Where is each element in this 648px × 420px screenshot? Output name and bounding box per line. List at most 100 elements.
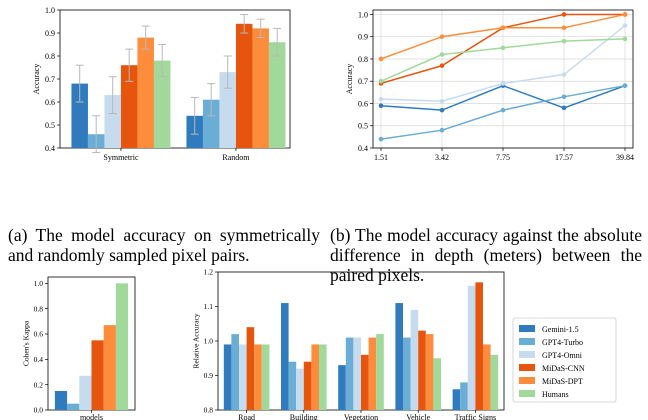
point-gemini-1-5: [561, 105, 567, 111]
tick-label-x: Building: [290, 413, 318, 420]
point-gemini-1-5: [378, 103, 384, 109]
bar-d-midas-dpt: [483, 344, 491, 410]
bar-d-gpt4-turbo: [460, 382, 468, 410]
bar-d-gpt4-turbo: [403, 337, 411, 410]
point-humans: [439, 52, 445, 57]
tick-label-y: 0.5: [45, 121, 55, 130]
point-gpt4-turbo: [561, 94, 567, 100]
bar-c-humans: [115, 283, 129, 410]
legend-swatch-midas-cnn: [519, 364, 535, 371]
bar-d-gpt4-omni: [353, 337, 361, 410]
point-gpt4-omni: [622, 23, 628, 28]
bar-a-gpt4-omni: [219, 72, 236, 148]
bar-d-gemini-1-5: [395, 303, 403, 410]
tick-label-x: Vehicle: [406, 413, 430, 420]
legend-swatch-humans: [519, 390, 535, 397]
point-humans: [561, 38, 567, 44]
bar-d-humans: [433, 358, 441, 410]
point-humans: [378, 78, 384, 84]
legend-label-humans: Humans: [542, 390, 569, 399]
point-gpt4-omni: [439, 98, 445, 104]
tick-label-y: 0.2: [34, 380, 44, 389]
legend-frame: [512, 317, 617, 403]
tick-label-x: Road: [238, 413, 255, 420]
bar-d-humans: [490, 354, 499, 410]
tick-label-y: 0.4: [45, 144, 55, 153]
axis-label-y: Relative Accuracy: [192, 313, 201, 368]
caption-a: (a) The model accuracy on symmetrically …: [8, 225, 320, 265]
tick-label-y: 0.0: [34, 406, 44, 415]
bar-d-gemini-1-5: [452, 389, 461, 410]
point-humans: [500, 45, 506, 51]
bar-a-humans: [153, 60, 171, 148]
bar-d-gpt4-turbo: [231, 334, 239, 410]
point-gemini-1-5: [439, 107, 445, 113]
tick-label-y: 0.9: [45, 29, 55, 38]
bar-d-midas-dpt: [425, 334, 434, 410]
tick-label-y: 1.0: [204, 337, 214, 346]
bar-d-gpt4-omni: [410, 309, 419, 410]
chart-d: 0.8 0.9 1.0 1.1 1.2 Relative Accuracy Road Buil…: [192, 268, 505, 420]
legend-label-gpt4-turbo: GPT4-Turbo: [542, 338, 583, 347]
bar-c-midas-dpt: [103, 325, 116, 410]
tick-label-y: 0.6: [45, 98, 55, 107]
tick-label-y: 0.5: [358, 122, 368, 131]
bar-d-midas-cnn: [246, 327, 255, 410]
tick-label-y: 1.0: [358, 10, 368, 19]
tick-label-y: 0.6: [34, 330, 44, 339]
axis-label-y: Accuracy: [345, 64, 354, 95]
bar-d-midas-dpt: [368, 337, 377, 410]
tick-label-x: Random: [222, 153, 250, 162]
bar-d-humans: [261, 344, 270, 410]
point-midas-dpt: [622, 12, 628, 17]
bar-a-gemini-1-5: [71, 83, 88, 148]
point-gpt4-omni: [561, 72, 567, 77]
bar-d-gpt4-omni: [296, 368, 304, 410]
bar-d-gpt4-omni: [239, 344, 247, 410]
point-midas-cnn: [561, 12, 567, 17]
point-midas-dpt: [439, 34, 445, 40]
tick-label-y: 0.4: [358, 144, 368, 153]
tick-label-y: 0.7: [45, 75, 55, 84]
tick-label-x: Vegetation: [344, 413, 378, 420]
bar-c-gpt4-turbo: [67, 403, 80, 410]
tick-label-y: 0.4: [34, 355, 44, 364]
tick-label-y: 0.8: [45, 52, 55, 61]
tick-label-y: 0.8: [358, 55, 368, 64]
point-gpt4-turbo: [622, 83, 628, 88]
tick-label-x: 7.75: [496, 153, 510, 162]
point-gpt4-omni: [378, 96, 384, 102]
legend-swatch-gpt4-turbo: [519, 338, 535, 345]
bar-d-gpt4-omni: [467, 285, 476, 410]
tick-label-x: 17.57: [555, 153, 573, 162]
bar-d-humans: [376, 334, 384, 410]
tick-label-x: Traffic Signs: [455, 413, 497, 420]
caption-b: (b) The model accuracy against the absol…: [330, 225, 642, 285]
tick-label-y: 1.0: [45, 6, 55, 15]
bar-d-midas-dpt: [311, 344, 319, 410]
chart-c: 0.0 0.2 0.4 0.6 0.8 1.0 Cohen's Kappa models: [22, 276, 136, 420]
chart-b: 0.4 0.5 0.6 0.7 0.8 0.9 1.0 Accuracy 1.51 3.42 7.7…: [345, 9, 634, 162]
point-midas-cnn: [439, 63, 445, 68]
bar-d-gemini-1-5: [281, 303, 289, 410]
bar-a-midas-cnn: [235, 23, 253, 148]
bar-d-midas-cnn: [361, 354, 369, 410]
legend-label-midas-cnn: MiDaS-CNN: [542, 364, 585, 373]
tick-label-y: 0.8: [204, 406, 214, 415]
bar-c-gpt4-omni: [79, 375, 92, 410]
tick-label-y: 0.6: [358, 99, 368, 108]
bar-a-midas-dpt: [137, 37, 154, 148]
legend-swatch-gemini-1-5: [519, 325, 535, 332]
bar-d-midas-cnn: [475, 282, 483, 410]
tick-label-y: 0.9: [358, 33, 368, 42]
bar-d-gemini-1-5: [223, 344, 232, 410]
tick-label-y: 0.7: [358, 77, 368, 86]
bar-a-midas-dpt: [252, 28, 269, 148]
bar-d-midas-cnn: [303, 361, 312, 410]
point-gpt4-omni: [500, 81, 506, 86]
tick-label-y: 1.1: [204, 302, 214, 311]
bar-d-gpt4-turbo: [288, 361, 297, 410]
bar-c-gemini-1-5: [54, 391, 68, 410]
tick-label-y: 1.0: [34, 279, 44, 288]
